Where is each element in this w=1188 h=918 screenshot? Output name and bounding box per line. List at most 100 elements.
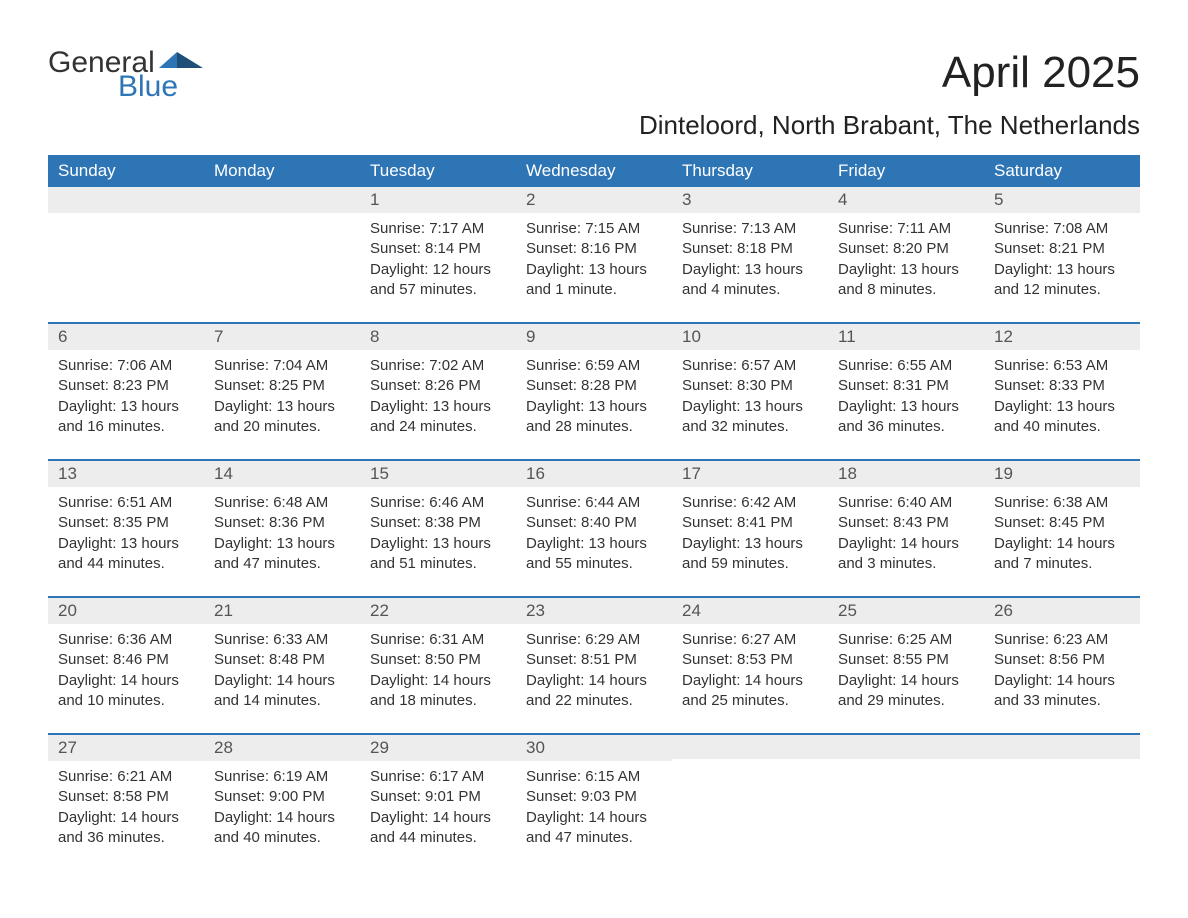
calendar-day-cell: 10Sunrise: 6:57 AMSunset: 8:30 PMDayligh… — [672, 322, 828, 459]
daylight-text: and 40 minutes. — [214, 828, 350, 848]
day-number — [828, 733, 984, 759]
sunrise-text: Sunrise: 6:15 AM — [526, 767, 662, 787]
day-details: Sunrise: 6:44 AMSunset: 8:40 PMDaylight:… — [516, 487, 672, 596]
calendar-day-cell: 12Sunrise: 6:53 AMSunset: 8:33 PMDayligh… — [984, 322, 1140, 459]
day-number: 3 — [672, 187, 828, 213]
day-number: 10 — [672, 322, 828, 350]
day-details — [48, 213, 204, 313]
day-details: Sunrise: 6:21 AMSunset: 8:58 PMDaylight:… — [48, 761, 204, 870]
day-details: Sunrise: 6:48 AMSunset: 8:36 PMDaylight:… — [204, 487, 360, 596]
day-number: 7 — [204, 322, 360, 350]
sunrise-text: Sunrise: 6:40 AM — [838, 493, 974, 513]
sunrise-text: Sunrise: 6:46 AM — [370, 493, 506, 513]
daylight-text: and 20 minutes. — [214, 417, 350, 437]
sunrise-text: Sunrise: 6:27 AM — [682, 630, 818, 650]
sunrise-text: Sunrise: 7:17 AM — [370, 219, 506, 239]
calendar-day-cell — [204, 187, 360, 322]
day-number: 22 — [360, 596, 516, 624]
weekday-header: Friday — [828, 155, 984, 187]
daylight-text: and 47 minutes. — [214, 554, 350, 574]
sunset-text: Sunset: 8:41 PM — [682, 513, 818, 533]
daylight-text: Daylight: 14 hours — [214, 671, 350, 691]
calendar-day-cell: 2Sunrise: 7:15 AMSunset: 8:16 PMDaylight… — [516, 187, 672, 322]
sunrise-text: Sunrise: 6:29 AM — [526, 630, 662, 650]
calendar-day-cell: 25Sunrise: 6:25 AMSunset: 8:55 PMDayligh… — [828, 596, 984, 733]
sunset-text: Sunset: 9:01 PM — [370, 787, 506, 807]
day-details: Sunrise: 6:17 AMSunset: 9:01 PMDaylight:… — [360, 761, 516, 870]
daylight-text: and 22 minutes. — [526, 691, 662, 711]
calendar-week-row: 27Sunrise: 6:21 AMSunset: 8:58 PMDayligh… — [48, 733, 1140, 870]
sunset-text: Sunset: 9:00 PM — [214, 787, 350, 807]
day-number: 16 — [516, 459, 672, 487]
daylight-text: Daylight: 14 hours — [994, 671, 1130, 691]
day-details: Sunrise: 7:08 AMSunset: 8:21 PMDaylight:… — [984, 213, 1140, 322]
daylight-text: and 40 minutes. — [994, 417, 1130, 437]
weekday-header: Sunday — [48, 155, 204, 187]
calendar-week-row: 13Sunrise: 6:51 AMSunset: 8:35 PMDayligh… — [48, 459, 1140, 596]
day-number — [984, 733, 1140, 759]
day-number: 25 — [828, 596, 984, 624]
daylight-text: and 14 minutes. — [214, 691, 350, 711]
day-number: 24 — [672, 596, 828, 624]
day-details: Sunrise: 7:13 AMSunset: 8:18 PMDaylight:… — [672, 213, 828, 322]
calendar-day-cell: 11Sunrise: 6:55 AMSunset: 8:31 PMDayligh… — [828, 322, 984, 459]
sunset-text: Sunset: 8:38 PM — [370, 513, 506, 533]
day-details: Sunrise: 7:06 AMSunset: 8:23 PMDaylight:… — [48, 350, 204, 459]
calendar-day-cell: 17Sunrise: 6:42 AMSunset: 8:41 PMDayligh… — [672, 459, 828, 596]
day-details: Sunrise: 6:46 AMSunset: 8:38 PMDaylight:… — [360, 487, 516, 596]
day-details: Sunrise: 6:25 AMSunset: 8:55 PMDaylight:… — [828, 624, 984, 733]
daylight-text: and 51 minutes. — [370, 554, 506, 574]
sunset-text: Sunset: 8:16 PM — [526, 239, 662, 259]
day-number: 27 — [48, 733, 204, 761]
sunset-text: Sunset: 8:46 PM — [58, 650, 194, 670]
day-details: Sunrise: 6:42 AMSunset: 8:41 PMDaylight:… — [672, 487, 828, 596]
day-number: 1 — [360, 187, 516, 213]
location-subtitle: Dinteloord, North Brabant, The Netherlan… — [48, 110, 1140, 141]
daylight-text: and 1 minute. — [526, 280, 662, 300]
sunset-text: Sunset: 8:51 PM — [526, 650, 662, 670]
calendar-day-cell: 26Sunrise: 6:23 AMSunset: 8:56 PMDayligh… — [984, 596, 1140, 733]
daylight-text: and 32 minutes. — [682, 417, 818, 437]
sunrise-text: Sunrise: 6:21 AM — [58, 767, 194, 787]
calendar-day-cell: 4Sunrise: 7:11 AMSunset: 8:20 PMDaylight… — [828, 187, 984, 322]
sunset-text: Sunset: 8:20 PM — [838, 239, 974, 259]
sunset-text: Sunset: 8:21 PM — [994, 239, 1130, 259]
day-number: 18 — [828, 459, 984, 487]
day-number: 30 — [516, 733, 672, 761]
brand-word2: Blue — [118, 72, 203, 102]
day-number: 15 — [360, 459, 516, 487]
sunrise-text: Sunrise: 7:13 AM — [682, 219, 818, 239]
sunset-text: Sunset: 8:35 PM — [58, 513, 194, 533]
calendar-day-cell: 23Sunrise: 6:29 AMSunset: 8:51 PMDayligh… — [516, 596, 672, 733]
sunset-text: Sunset: 8:26 PM — [370, 376, 506, 396]
daylight-text: Daylight: 14 hours — [370, 671, 506, 691]
day-details: Sunrise: 6:59 AMSunset: 8:28 PMDaylight:… — [516, 350, 672, 459]
daylight-text: Daylight: 13 hours — [370, 397, 506, 417]
daylight-text: Daylight: 14 hours — [58, 808, 194, 828]
weekday-header: Wednesday — [516, 155, 672, 187]
daylight-text: and 16 minutes. — [58, 417, 194, 437]
day-details: Sunrise: 6:51 AMSunset: 8:35 PMDaylight:… — [48, 487, 204, 596]
day-number: 26 — [984, 596, 1140, 624]
daylight-text: and 12 minutes. — [994, 280, 1130, 300]
weekday-header: Saturday — [984, 155, 1140, 187]
sunset-text: Sunset: 8:40 PM — [526, 513, 662, 533]
daylight-text: Daylight: 14 hours — [682, 671, 818, 691]
header: General Blue April 2025 — [48, 48, 1140, 102]
sunset-text: Sunset: 8:53 PM — [682, 650, 818, 670]
daylight-text: Daylight: 13 hours — [838, 260, 974, 280]
sunrise-text: Sunrise: 6:31 AM — [370, 630, 506, 650]
daylight-text: and 29 minutes. — [838, 691, 974, 711]
day-details: Sunrise: 6:40 AMSunset: 8:43 PMDaylight:… — [828, 487, 984, 596]
calendar-day-cell: 7Sunrise: 7:04 AMSunset: 8:25 PMDaylight… — [204, 322, 360, 459]
calendar-day-cell — [828, 733, 984, 870]
daylight-text: and 3 minutes. — [838, 554, 974, 574]
daylight-text: and 36 minutes. — [838, 417, 974, 437]
day-details — [204, 213, 360, 313]
day-number: 20 — [48, 596, 204, 624]
day-number: 28 — [204, 733, 360, 761]
calendar-table: Sunday Monday Tuesday Wednesday Thursday… — [48, 155, 1140, 870]
sunset-text: Sunset: 8:48 PM — [214, 650, 350, 670]
day-details: Sunrise: 7:04 AMSunset: 8:25 PMDaylight:… — [204, 350, 360, 459]
day-number: 13 — [48, 459, 204, 487]
